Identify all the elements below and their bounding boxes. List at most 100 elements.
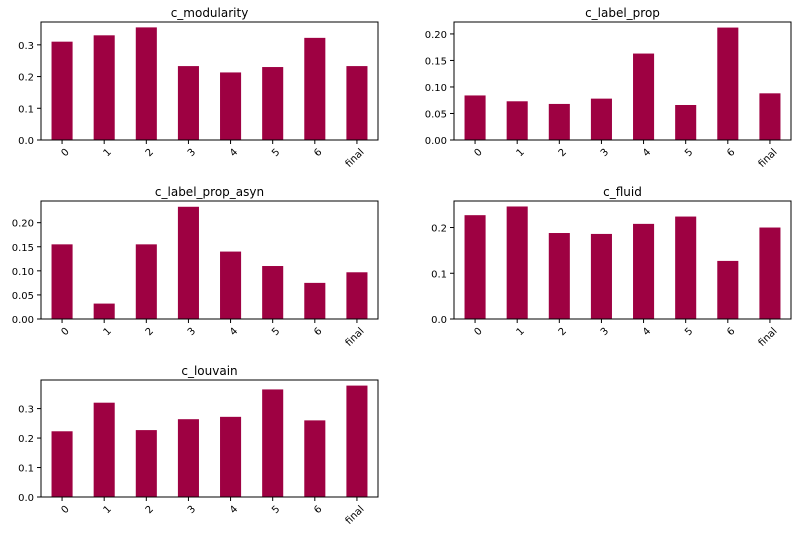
x-tick-label: 6 <box>312 147 324 159</box>
y-tick-label: 0.10 <box>425 83 447 94</box>
chart-title: c_modularity <box>171 6 249 20</box>
x-tick-label: 5 <box>270 504 282 516</box>
bar-final <box>346 66 368 140</box>
subplot-c_label_prop_asyn: c_label_prop_asyn 0.00 0.05 0.10 0.15 0.20 0 1 2… <box>12 185 379 349</box>
bar-6 <box>304 282 326 319</box>
subplot-c_label_prop: c_label_prop 0.00 0.05 0.10 0.15 0.20 0 1 2 3 4 5 6 f… <box>425 6 792 170</box>
x-tick-label: 0 <box>472 326 484 338</box>
bar-6 <box>304 37 326 140</box>
x-tick-label: 2 <box>144 504 156 516</box>
x-tick-label: 5 <box>270 147 282 159</box>
y-tick-label: 0.3 <box>18 41 34 52</box>
x-tick-label: 0 <box>59 147 71 159</box>
y-tick-label: 0.05 <box>425 109 447 120</box>
x-tick-label: 0 <box>472 147 484 159</box>
x-tick-label: 2 <box>557 326 569 338</box>
bar-5 <box>262 389 284 497</box>
x-tick-label: final <box>344 504 367 527</box>
x-tick-label: 3 <box>599 326 611 338</box>
subplot-c_fluid: c_fluid 0.0 0.1 0.2 0 1 2 3 4 5 6 final <box>431 185 792 349</box>
y-tick-label: 0.1 <box>18 464 34 475</box>
bar-5 <box>675 216 697 319</box>
x-tick-label: 3 <box>599 147 611 159</box>
y-tick-label: 0.20 <box>12 219 34 230</box>
bar-4 <box>220 416 242 497</box>
y-tick-label: 0.15 <box>425 56 447 67</box>
chart-title: c_label_prop <box>585 6 660 20</box>
bar-3 <box>177 66 199 140</box>
bar-0 <box>51 431 73 497</box>
x-tick-label: 4 <box>228 504 240 516</box>
x-tick-label: 1 <box>102 326 114 338</box>
x-tick-label: 4 <box>641 326 653 338</box>
y-tick-label: 0.10 <box>12 267 34 278</box>
x-tick-label: final <box>757 147 780 170</box>
x-tick-label: 2 <box>144 147 156 159</box>
bar-0 <box>51 244 73 319</box>
axes-frame <box>40 200 379 320</box>
bar-2 <box>135 27 157 141</box>
x-tick-label: final <box>757 326 780 349</box>
x-tick-label: 0 <box>59 504 71 516</box>
bar-5 <box>262 266 284 319</box>
bar-1 <box>506 206 528 319</box>
y-tick-label: 0.15 <box>12 243 34 254</box>
bar-1 <box>506 101 528 140</box>
bar-4 <box>220 72 242 140</box>
bar-3 <box>177 206 199 319</box>
x-tick-label: 2 <box>144 326 156 338</box>
y-tick-label: 0.0 <box>18 493 34 504</box>
y-tick-label: 0.0 <box>18 136 34 147</box>
bar-3 <box>590 98 612 140</box>
x-tick-label: 6 <box>312 326 324 338</box>
x-tick-label: 6 <box>725 147 737 159</box>
x-tick-label: 6 <box>725 326 737 338</box>
x-tick-label: final <box>344 326 367 349</box>
bar-0 <box>464 95 486 140</box>
x-tick-label: 6 <box>312 504 324 516</box>
x-tick-label: 3 <box>186 326 198 338</box>
x-tick-label: 1 <box>515 147 527 159</box>
y-tick-label: 0.3 <box>18 405 34 416</box>
bar-0 <box>51 41 73 140</box>
axes-frame <box>40 379 379 498</box>
bar-6 <box>717 27 739 140</box>
x-tick-label: 4 <box>641 147 653 159</box>
bar-6 <box>717 260 739 319</box>
bar-5 <box>675 104 697 140</box>
y-tick-label: 0.0 <box>431 315 447 326</box>
chart-title: c_louvain <box>181 364 237 378</box>
bar-3 <box>590 233 612 319</box>
bar-5 <box>262 67 284 140</box>
bar-1 <box>93 35 115 140</box>
bar-2 <box>135 430 157 497</box>
x-tick-label: 1 <box>102 504 114 516</box>
bar-2 <box>135 244 157 319</box>
bar-final <box>759 227 781 319</box>
bar-4 <box>220 251 242 319</box>
x-tick-label: final <box>344 147 367 170</box>
y-tick-label: 0.20 <box>425 30 447 41</box>
y-tick-label: 0.00 <box>12 315 34 326</box>
chart-title: c_label_prop_asyn <box>155 185 264 199</box>
y-tick-label: 0.1 <box>431 269 447 280</box>
bar-1 <box>93 402 115 497</box>
x-tick-label: 4 <box>228 326 240 338</box>
bar-3 <box>177 419 199 497</box>
bar-2 <box>548 103 570 140</box>
subplot-c_modularity: c_modularity 0.0 0.1 0.2 0.3 0 1 2 3 4 5 6 final <box>18 6 379 170</box>
x-tick-label: 5 <box>683 147 695 159</box>
chart-title: c_fluid <box>603 185 642 199</box>
x-tick-label: 3 <box>186 504 198 516</box>
x-tick-label: 2 <box>557 147 569 159</box>
axes-frame <box>453 21 792 141</box>
bar-final <box>759 93 781 140</box>
bar-6 <box>304 420 326 497</box>
y-tick-label: 0.00 <box>425 136 447 147</box>
x-tick-label: 3 <box>186 147 198 159</box>
axes-frame <box>40 21 379 141</box>
bar-0 <box>464 215 486 319</box>
y-tick-label: 0.1 <box>18 104 34 115</box>
bar-4 <box>633 53 655 141</box>
